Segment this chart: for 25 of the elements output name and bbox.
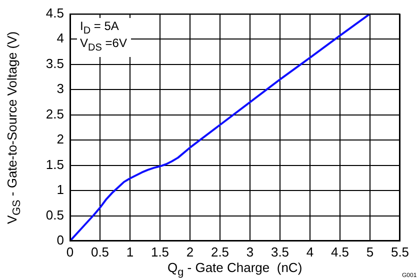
y-tick-label: 0.5 — [46, 207, 64, 222]
x-axis-title: Q$_{g}$ - Gate Charge (nC) — [168, 260, 302, 279]
x-tick-label: 0 — [66, 244, 74, 260]
y-tick-label: 4 — [56, 30, 64, 46]
x-tick-label: 5.5 — [390, 244, 410, 260]
y-tick-label: 4.5 — [46, 5, 64, 20]
x-tick-label: 4 — [306, 244, 314, 260]
y-tick-label: 3.5 — [46, 56, 64, 71]
x-tick-label: 1.5 — [150, 244, 170, 260]
y-tick-label: 2.5 — [46, 106, 64, 122]
x-tick-label: 1 — [126, 244, 134, 260]
annotation: V$_{DS}$ =6V — [80, 36, 127, 54]
annotation: I$_{D}$ = 5A — [80, 18, 119, 36]
y-tick-label: 3 — [56, 81, 64, 96]
x-tick-label: 4.5 — [330, 244, 350, 260]
x-tick-label: 3.5 — [270, 244, 290, 260]
y-tick-label: 1.5 — [46, 156, 64, 172]
x-tick-label: 2.5 — [210, 244, 230, 260]
x-tick-label: 5 — [366, 244, 374, 260]
y-tick-label: 1 — [56, 182, 64, 198]
x-tick-label: 3 — [246, 244, 254, 260]
x-tick-label: 2 — [186, 244, 194, 260]
y-tick-label: 0 — [56, 232, 64, 248]
x-tick-label: 0.5 — [90, 244, 110, 260]
y-tick-label: 2 — [56, 132, 64, 147]
